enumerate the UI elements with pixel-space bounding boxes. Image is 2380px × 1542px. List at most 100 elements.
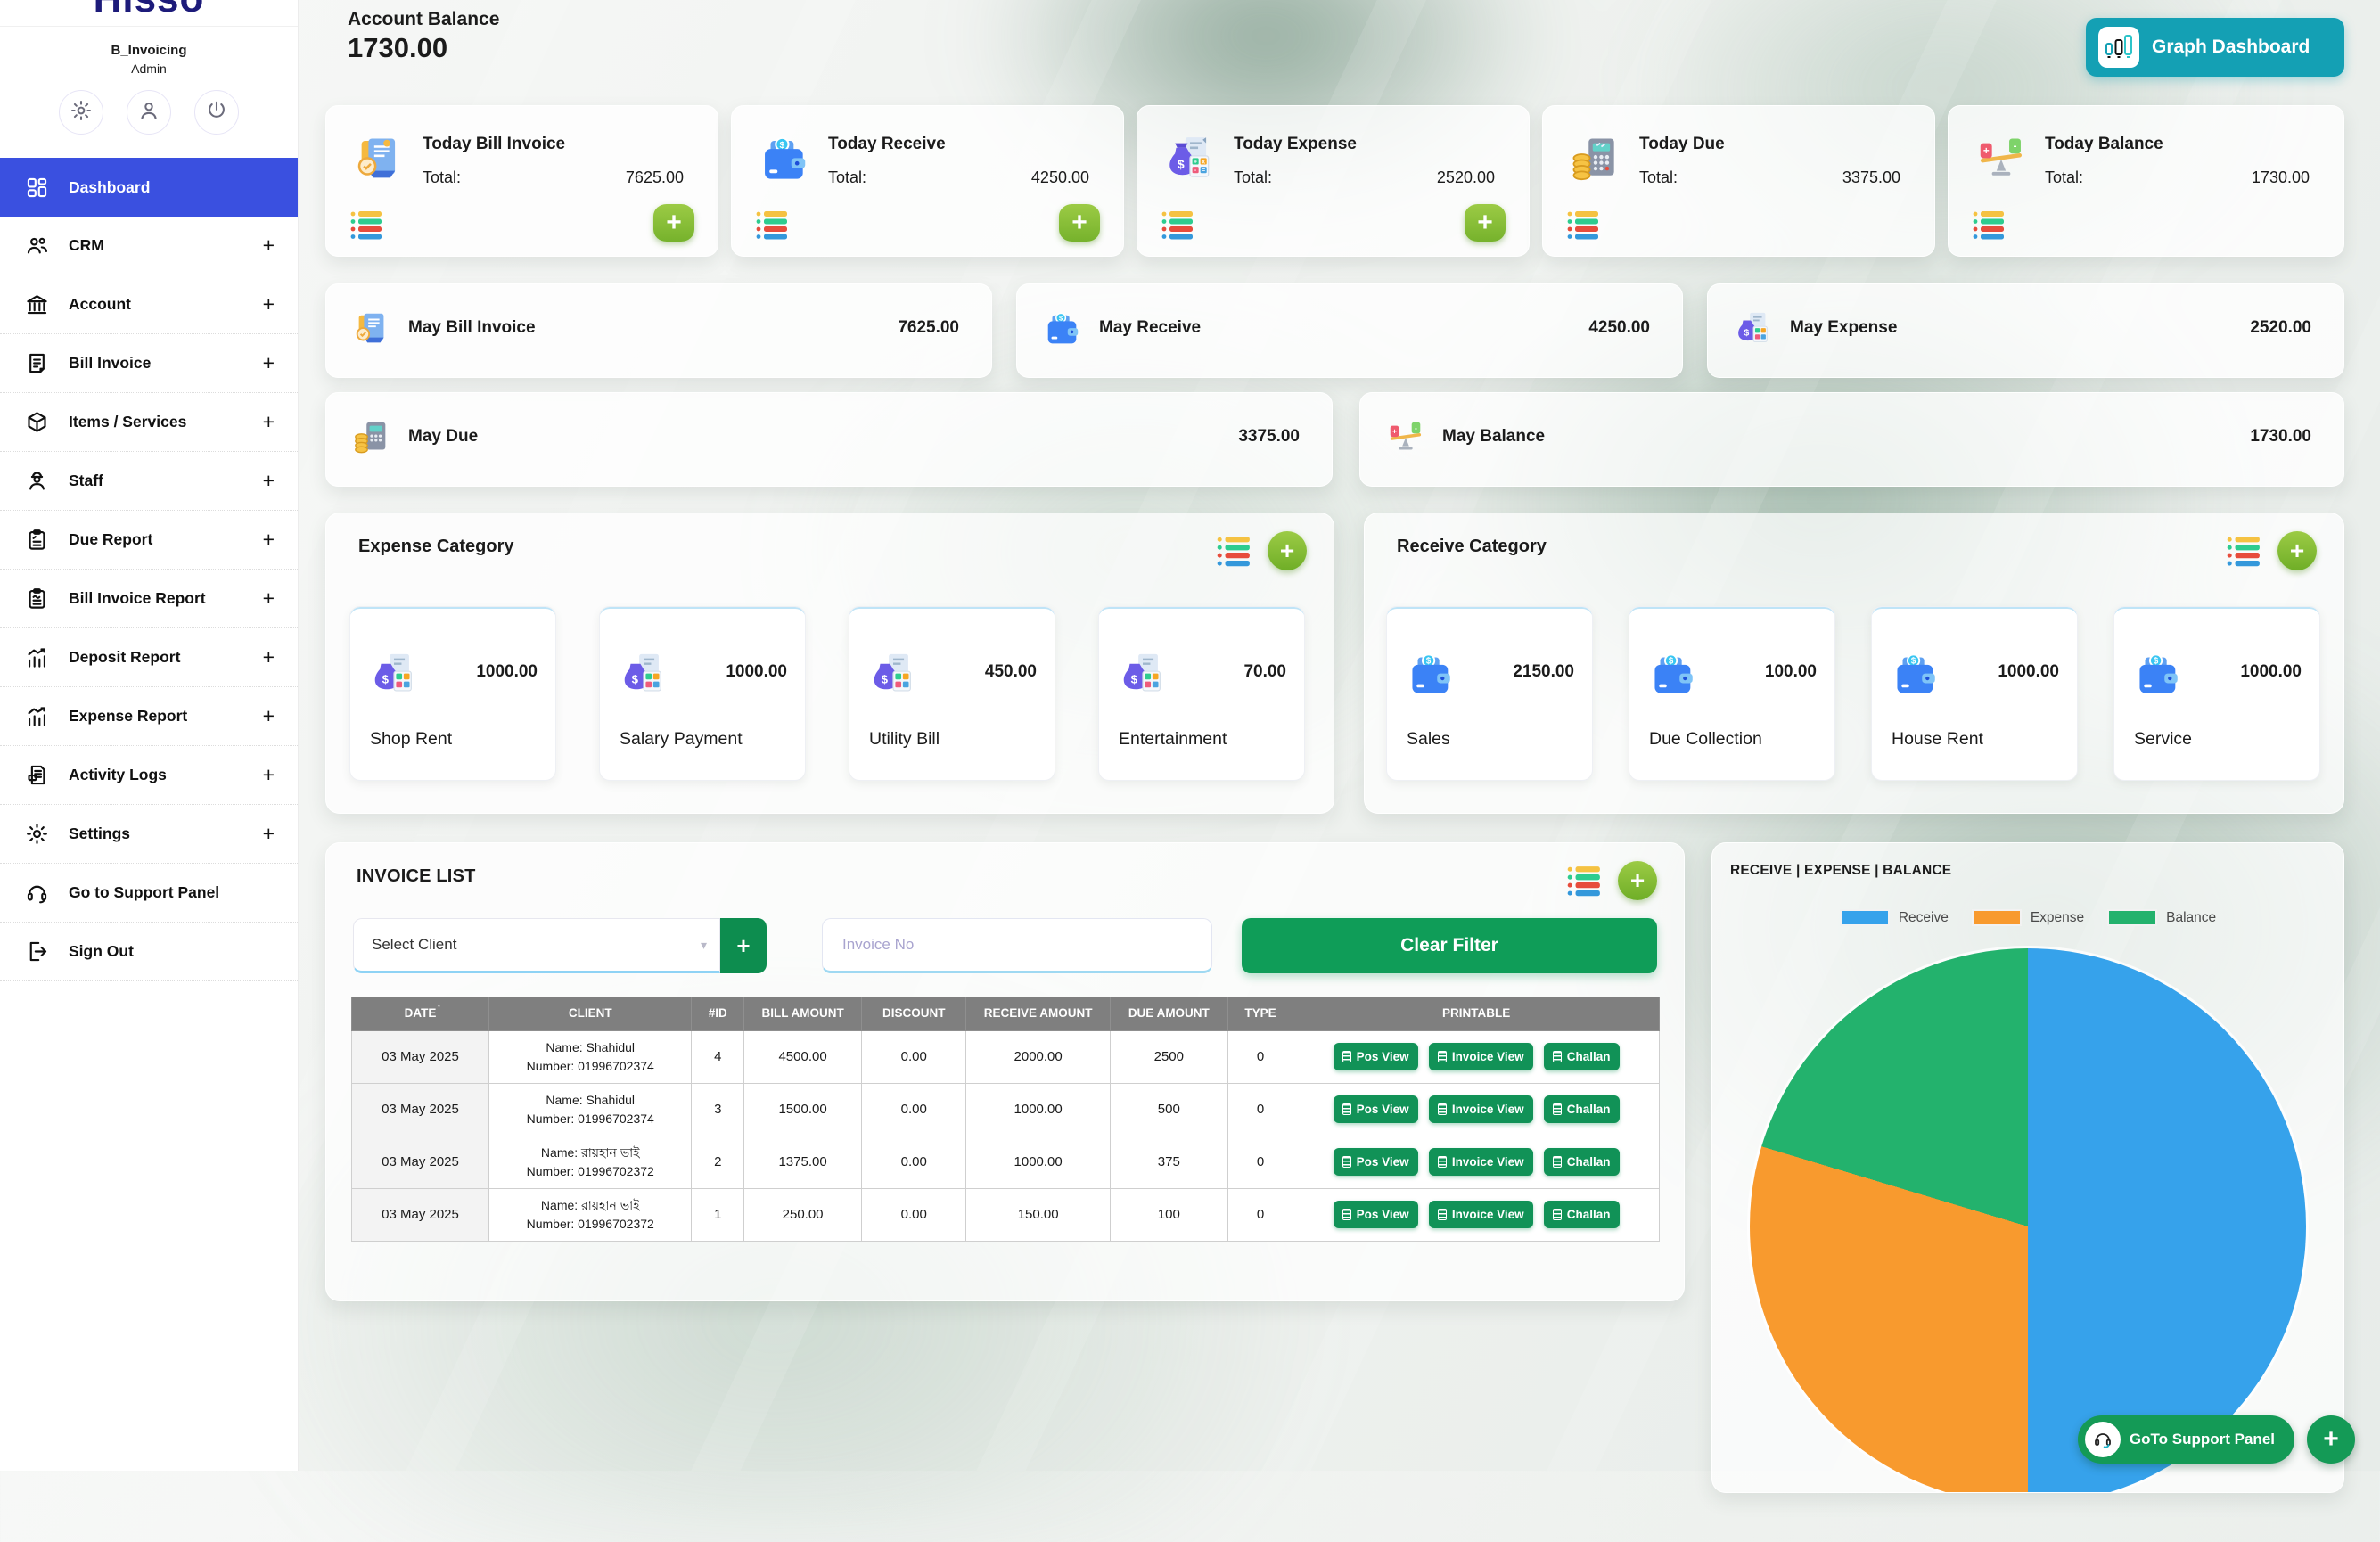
sidebar-item-due-report[interactable]: Due Report + (0, 511, 298, 570)
sidebar-item-bill-invoice[interactable]: Bill Invoice + (0, 334, 298, 393)
invoice-view-button[interactable]: Invoice View (1429, 1201, 1533, 1228)
receive-category-card[interactable]: $ 1000.00 House Rent (1871, 606, 2078, 781)
list-icon[interactable] (755, 209, 789, 240)
invoice-id: 2 (692, 1136, 744, 1188)
legend-item-balance[interactable]: Balance (2107, 909, 2216, 926)
expand-plus-icon[interactable]: + (263, 234, 275, 258)
pie-chart[interactable] (1750, 948, 2306, 1493)
floating-add-button[interactable]: + (2307, 1415, 2355, 1464)
expand-plus-icon[interactable]: + (263, 704, 275, 728)
sidebar-item-crm[interactable]: CRM + (0, 217, 298, 275)
client-select[interactable]: Select Client ▾ (353, 918, 720, 973)
invoice-view-button[interactable]: Invoice View (1429, 1148, 1533, 1176)
expand-plus-icon[interactable]: + (263, 586, 275, 611)
pos-view-button[interactable]: Pos View (1334, 1148, 1418, 1176)
expand-plus-icon[interactable]: + (263, 469, 275, 493)
expand-plus-icon[interactable]: + (263, 645, 275, 669)
invoice-no-input[interactable] (822, 918, 1212, 973)
headset-icon (2085, 1422, 2121, 1457)
add-receive-category-button[interactable]: + (2277, 531, 2317, 570)
sidebar-item-expense-report[interactable]: Expense Report + (0, 687, 298, 746)
goto-support-panel-button[interactable]: GoTo Support Panel (2078, 1415, 2294, 1464)
invoice-view-button[interactable]: Invoice View (1429, 1095, 1533, 1123)
discount: 0.00 (862, 1030, 966, 1083)
add-bill-invoice-button[interactable]: + (653, 204, 694, 242)
add-expense-category-button[interactable]: + (1268, 531, 1307, 570)
receipt-icon (1553, 1051, 1562, 1062)
challan-button[interactable]: Challan (1544, 1095, 1620, 1123)
sidebar-item-settings[interactable]: Settings + (0, 805, 298, 864)
challan-button[interactable]: Challan (1544, 1043, 1620, 1070)
sidebar-item-activity-logs[interactable]: Activity Logs + (0, 746, 298, 805)
expense-category-card[interactable]: $ 1000.00 Shop Rent (349, 606, 556, 781)
expense-category-card[interactable]: $ 450.00 Utility Bill (849, 606, 1055, 781)
wallet-icon: $ (1647, 650, 1699, 701)
add-client-button[interactable]: + (720, 918, 767, 973)
logout-button[interactable] (194, 90, 239, 135)
total-value: 7625.00 (626, 168, 684, 187)
card-label: May Bill Invoice (408, 318, 536, 338)
pos-view-button[interactable]: Pos View (1334, 1201, 1418, 1228)
column-header-discount[interactable]: DISCOUNT (862, 997, 966, 1031)
list-icon[interactable] (1216, 535, 1252, 567)
challan-button[interactable]: Challan (1544, 1148, 1620, 1176)
add-expense-button[interactable]: + (1465, 204, 1506, 242)
column-header-client[interactable]: CLIENT (489, 997, 692, 1031)
pos-view-button[interactable]: Pos View (1334, 1043, 1418, 1070)
card-value: 3375.00 (1238, 427, 1300, 447)
receive-category-card[interactable]: $ 2150.00 Sales (1386, 606, 1593, 781)
sidebar-item-items-services[interactable]: Items / Services + (0, 393, 298, 452)
profile-button[interactable] (127, 90, 171, 135)
expense-category-card[interactable]: $ 1000.00 Salary Payment (599, 606, 806, 781)
column-header-type[interactable]: TYPE (1227, 997, 1293, 1031)
expand-plus-icon[interactable]: + (263, 351, 275, 375)
column-header-due-amount[interactable]: DUE AMOUNT (1110, 997, 1227, 1031)
receipt-icon (1342, 1156, 1351, 1168)
list-icon[interactable] (1972, 209, 2006, 240)
list-icon[interactable] (1566, 209, 1600, 240)
invoice-id: 1 (692, 1188, 744, 1241)
sidebar-item-dashboard[interactable]: Dashboard (0, 158, 298, 217)
sidebar-item-sign-out[interactable]: Sign Out (0, 923, 298, 981)
clear-filter-button[interactable]: Clear Filter (1242, 918, 1657, 973)
receive-category-card[interactable]: $ 1000.00 Service (2113, 606, 2320, 781)
expense-category-card[interactable]: $ 70.00 Entertainment (1098, 606, 1305, 781)
today-bill-invoice-card: Today Bill Invoice Total: 7625.00 + (325, 105, 718, 257)
graph-dashboard-button[interactable]: Graph Dashboard (2086, 18, 2344, 77)
add-invoice-button[interactable]: + (1618, 861, 1657, 900)
add-receive-button[interactable]: + (1059, 204, 1100, 242)
receive-category-card[interactable]: $ 100.00 Due Collection (1629, 606, 1835, 781)
card-value: 2520.00 (2250, 318, 2311, 338)
settings-button[interactable] (59, 90, 103, 135)
column-header-date[interactable]: ↑DATE (352, 997, 489, 1031)
discount: 0.00 (862, 1136, 966, 1188)
column-header-receive-amount[interactable]: RECEIVE AMOUNT (966, 997, 1110, 1031)
expand-plus-icon[interactable]: + (263, 763, 275, 787)
sidebar-item-staff[interactable]: Staff + (0, 452, 298, 511)
app-logo[interactable]: Hisso (0, 0, 298, 27)
expand-plus-icon[interactable]: + (263, 822, 275, 846)
bank-icon (25, 292, 49, 316)
column-header-bill-amount[interactable]: BILL AMOUNT (744, 997, 862, 1031)
legend-item-receive[interactable]: Receive (1840, 909, 1949, 926)
list-icon[interactable] (2226, 535, 2261, 567)
expand-plus-icon[interactable]: + (263, 292, 275, 316)
printable-actions: Pos View Invoice View Challan (1293, 1188, 1660, 1241)
sidebar-item-support-panel[interactable]: Go to Support Panel (0, 864, 298, 923)
legend-item-expense[interactable]: Expense (1972, 909, 2084, 926)
invoice-view-button[interactable]: Invoice View (1429, 1043, 1533, 1070)
list-icon[interactable] (1566, 865, 1602, 897)
challan-button[interactable]: Challan (1544, 1201, 1620, 1228)
sidebar-item-deposit-report[interactable]: Deposit Report + (0, 628, 298, 687)
sidebar-item-bill-invoice-report[interactable]: Bill Invoice Report + (0, 570, 298, 628)
list-icon[interactable] (1161, 209, 1194, 240)
expand-plus-icon[interactable]: + (263, 410, 275, 434)
list-icon[interactable] (349, 209, 383, 240)
expand-plus-icon[interactable]: + (263, 528, 275, 552)
pos-view-button[interactable]: Pos View (1334, 1095, 1418, 1123)
column-header-id[interactable]: #ID (692, 997, 744, 1031)
sidebar-item-account[interactable]: Account + (0, 275, 298, 334)
